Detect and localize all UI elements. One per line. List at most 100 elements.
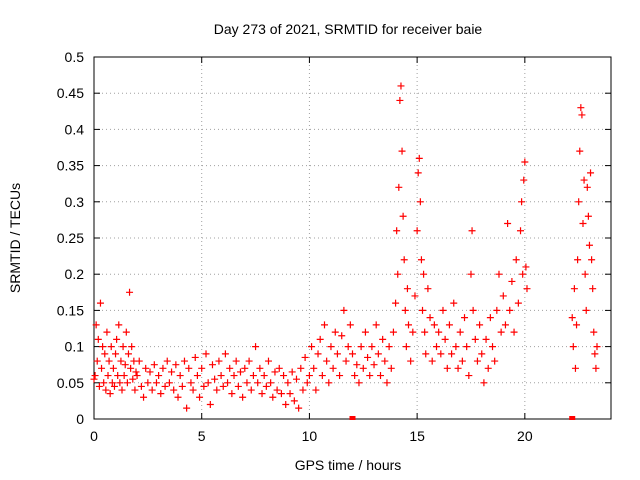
data-point	[327, 343, 335, 351]
data-point	[355, 379, 363, 387]
data-point	[484, 364, 492, 372]
data-point	[482, 335, 490, 343]
data-point	[118, 386, 126, 394]
data-point	[142, 364, 150, 372]
data-point	[113, 335, 121, 343]
data-point	[437, 350, 445, 358]
data-point	[592, 364, 600, 372]
data-point	[286, 390, 294, 398]
data-point	[96, 299, 104, 307]
data-point	[519, 270, 527, 278]
data-point	[200, 382, 208, 390]
data-point	[381, 357, 389, 365]
data-point	[333, 350, 341, 358]
data-point	[422, 350, 430, 358]
data-point	[580, 176, 588, 184]
data-point	[234, 382, 242, 390]
data-point	[98, 364, 106, 372]
data-point	[397, 82, 405, 90]
data-point	[416, 198, 424, 206]
data-point	[120, 372, 128, 380]
data-point	[288, 368, 296, 376]
data-point	[107, 343, 115, 351]
data-point	[213, 386, 221, 394]
y-tick-label: 0.1	[65, 339, 85, 355]
data-point	[338, 332, 346, 340]
data-point	[439, 306, 447, 314]
data-point	[461, 314, 469, 322]
data-point	[152, 379, 160, 387]
data-point	[280, 372, 288, 380]
y-tick-label: 0.05	[57, 375, 84, 391]
data-point	[385, 343, 393, 351]
data-point	[305, 372, 313, 380]
data-point	[400, 256, 408, 264]
data-point	[163, 357, 171, 365]
y-tick-label: 0.3	[65, 194, 85, 210]
data-point	[241, 364, 249, 372]
data-point	[344, 343, 352, 351]
data-point	[116, 379, 124, 387]
data-point	[454, 364, 462, 372]
data-point	[124, 350, 132, 358]
data-point	[191, 353, 199, 361]
data-point	[301, 353, 309, 361]
data-point	[370, 361, 378, 369]
data-point	[92, 321, 100, 329]
data-point	[104, 372, 112, 380]
data-point	[471, 335, 479, 343]
data-point	[256, 364, 264, 372]
data-point	[110, 382, 118, 390]
chart-title: Day 273 of 2021, SRMTID for receiver bai…	[214, 21, 483, 37]
data-point	[433, 343, 441, 351]
data-point	[128, 343, 136, 351]
data-point	[419, 306, 427, 314]
data-point	[310, 364, 318, 372]
data-point	[267, 379, 275, 387]
data-point	[499, 292, 507, 300]
data-point	[401, 306, 409, 314]
data-point	[366, 372, 374, 380]
data-point	[91, 372, 99, 380]
data-point	[421, 328, 429, 336]
data-point	[504, 220, 512, 228]
data-point	[576, 147, 584, 155]
data-point	[463, 343, 471, 351]
data-point	[308, 343, 316, 351]
data-point	[102, 386, 110, 394]
data-point	[351, 372, 359, 380]
data-point	[114, 372, 122, 380]
data-point	[584, 212, 592, 220]
y-tick-label: 0.4	[65, 121, 85, 137]
data-point	[486, 314, 494, 322]
y-tick-label: 0.35	[57, 158, 84, 174]
data-point	[359, 364, 367, 372]
data-point	[126, 288, 134, 296]
data-point	[387, 364, 395, 372]
data-point	[336, 372, 344, 380]
data-point	[260, 372, 268, 380]
data-points	[90, 82, 601, 412]
data-point	[587, 169, 595, 177]
data-point	[144, 379, 152, 387]
data-point	[131, 386, 139, 394]
data-point	[90, 375, 98, 383]
data-point	[398, 147, 406, 155]
data-point	[236, 368, 244, 376]
data-point	[277, 390, 285, 398]
data-point	[435, 328, 443, 336]
data-point	[353, 361, 361, 369]
data-point	[377, 372, 385, 380]
data-point	[361, 328, 369, 336]
data-point	[148, 386, 156, 394]
data-point	[105, 357, 113, 365]
data-point	[295, 404, 303, 412]
data-point	[245, 357, 253, 365]
data-point	[196, 393, 204, 401]
data-point	[458, 357, 466, 365]
x-tick-label: 10	[302, 428, 318, 444]
data-point	[473, 357, 481, 365]
data-point	[520, 176, 528, 184]
data-point	[392, 299, 400, 307]
